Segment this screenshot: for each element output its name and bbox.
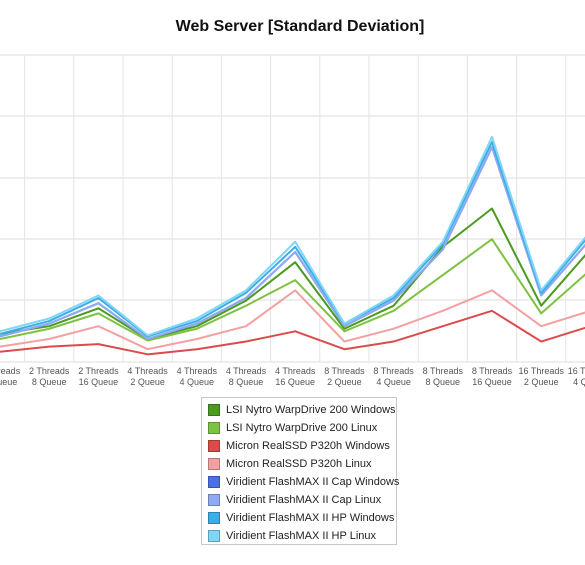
legend-label: Micron RealSSD P320h Linux <box>226 458 372 470</box>
x-tick-label-line1: 16 Threads <box>519 366 565 376</box>
x-tick-label-line2: 4 Queue <box>573 377 585 387</box>
x-tick-label-line1: 8 Threads <box>373 366 414 376</box>
legend-label: Viridient FlashMAX II Cap Windows <box>226 476 400 488</box>
x-tick-label-line1: 2 Threads <box>0 366 21 376</box>
series-line <box>0 309 585 356</box>
legend-item: Viridient FlashMAX II Cap Linux <box>205 491 396 509</box>
legend-label: Micron RealSSD P320h Windows <box>226 440 390 452</box>
x-tick-label-line2: 2 Queue <box>130 377 165 387</box>
x-tick-label-line2: 4 Queue <box>180 377 215 387</box>
series-line <box>0 140 585 338</box>
x-tick-label-line1: 4 Threads <box>177 366 218 376</box>
legend-label: Viridient FlashMAX II Cap Linux <box>226 494 382 506</box>
x-tick-label-line1: 2 Threads <box>29 366 70 376</box>
x-tick-label-line1: 8 Threads <box>472 366 513 376</box>
x-tick-label-line1: 2 Threads <box>78 366 119 376</box>
legend-label: LSI Nytro WarpDrive 200 Linux <box>226 422 378 434</box>
chart-title: Web Server [Standard Deviation] <box>175 18 425 35</box>
legend-item: Micron RealSSD P320h Windows <box>205 437 396 455</box>
legend-swatch <box>208 494 220 506</box>
legend-label: Viridient FlashMAX II HP Windows <box>226 512 395 524</box>
x-tick-label-line2: 16 Queue <box>275 377 315 387</box>
legend-swatch <box>208 440 220 452</box>
legend-swatch <box>208 404 220 416</box>
series-line <box>0 289 585 351</box>
x-tick-label-line1: 8 Threads <box>423 366 464 376</box>
x-tick-label-line2: 16 Queue <box>79 377 119 387</box>
legend-item: Viridient FlashMAX II HP Windows <box>205 509 396 527</box>
x-tick-label-line1: 4 Threads <box>226 366 267 376</box>
x-tick-label-line2: 8 Queue <box>32 377 67 387</box>
x-tick-label-line2: 2 Queue <box>327 377 362 387</box>
legend-item: LSI Nytro WarpDrive 200 Linux <box>205 419 396 437</box>
legend-swatch <box>208 422 220 434</box>
x-tick-label-line2: 8 Queue <box>426 377 461 387</box>
series-lines <box>0 135 585 356</box>
legend-swatch <box>208 530 220 542</box>
legend-label: LSI Nytro WarpDrive 200 Windows <box>226 404 396 416</box>
x-tick-label-line1: 8 Threads <box>324 366 365 376</box>
x-tick-label-line2: 4 Queue <box>0 377 17 387</box>
x-tick-label-line1: 16 Threads <box>568 366 585 376</box>
legend-item: Viridient FlashMAX II HP Linux <box>205 527 396 545</box>
series-line <box>0 146 585 340</box>
x-tick-label-line1: 4 Threads <box>275 366 316 376</box>
series-line <box>0 238 585 342</box>
legend-item: Micron RealSSD P320h Linux <box>205 455 396 473</box>
legend-swatch <box>208 512 220 524</box>
chart-legend: LSI Nytro WarpDrive 200 Windows LSI Nytro… <box>201 397 400 545</box>
legend-swatch <box>208 476 220 488</box>
x-tick-label-line2: 16 Queue <box>472 377 512 387</box>
x-tick-label-line2: 2 Queue <box>524 377 559 387</box>
legend-swatch <box>208 458 220 470</box>
legend-item: Viridient FlashMAX II Cap Windows <box>205 473 400 491</box>
series-line <box>0 135 585 337</box>
x-tick-label-line2: 4 Queue <box>376 377 411 387</box>
series-line <box>0 207 585 340</box>
legend-label: Viridient FlashMAX II HP Linux <box>226 530 376 542</box>
x-tick-label-line1: 4 Threads <box>127 366 168 376</box>
x-tick-label-line2: 8 Queue <box>229 377 264 387</box>
legend-item: LSI Nytro WarpDrive 200 Windows <box>205 401 396 419</box>
